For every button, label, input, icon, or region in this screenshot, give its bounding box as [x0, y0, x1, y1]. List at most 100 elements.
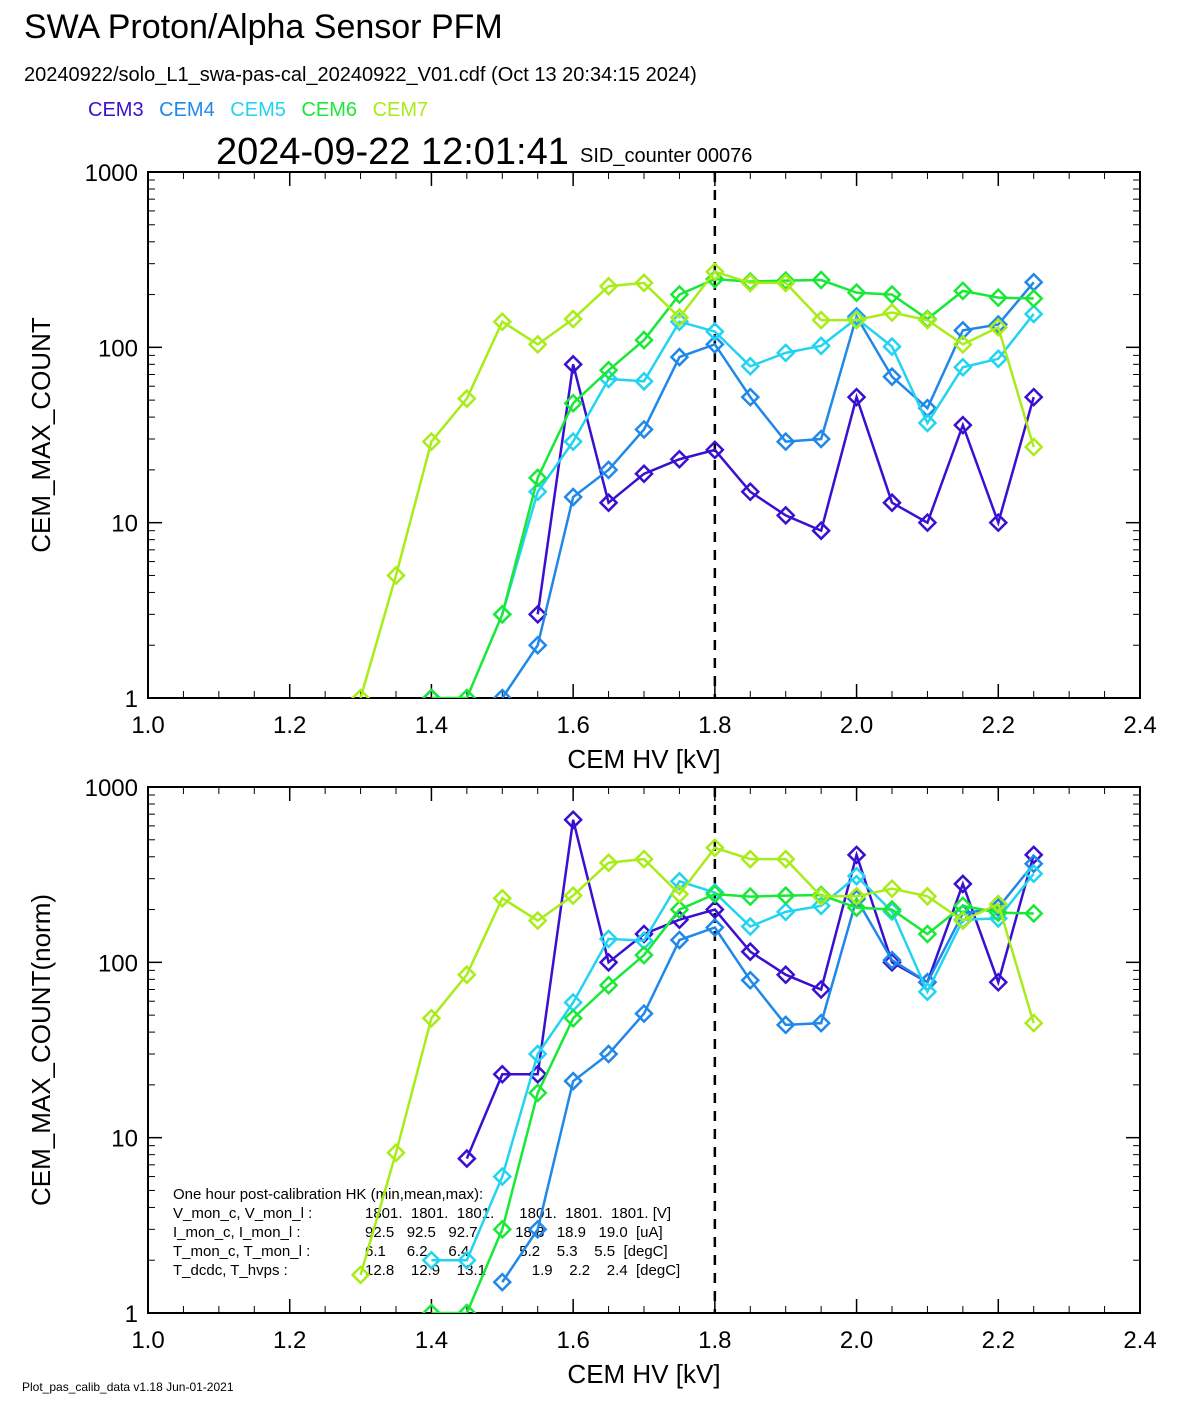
- data-point-cem4: [563, 487, 583, 507]
- data-point-cem7: [917, 886, 938, 907]
- data-point-cem5: [846, 866, 867, 886]
- x-tick-label: 1.2: [273, 712, 306, 739]
- data-point-cem5: [1023, 863, 1044, 884]
- data-point-cem5: [917, 413, 938, 433]
- x-tick-label: 2.4: [1123, 1327, 1156, 1354]
- data-point-cem4: [882, 366, 902, 387]
- y-tick-label: 1000: [85, 160, 138, 187]
- data-point-cem7: [740, 849, 761, 869]
- data-point-cem3: [740, 482, 761, 502]
- data-point-cem3: [598, 952, 619, 973]
- data-point-cem3: [988, 512, 1009, 533]
- data-point-cem3: [740, 941, 761, 962]
- data-point-cem4: [563, 1071, 583, 1091]
- data-point-cem3: [598, 492, 619, 513]
- data-point-cem7: [988, 317, 1009, 338]
- data-point-cem3: [705, 899, 725, 920]
- data-point-cem4: [669, 930, 690, 950]
- data-point-cem7: [775, 273, 796, 293]
- data-point-cem4: [527, 1219, 548, 1240]
- data-point-cem6: [775, 885, 796, 906]
- data-point-cem5: [775, 343, 796, 363]
- x-tick-label: 2.2: [982, 1327, 1015, 1354]
- data-point-cem7: [882, 302, 902, 323]
- data-point-cem6: [527, 1083, 548, 1103]
- x-tick-label: 1.4: [415, 712, 448, 739]
- data-point-cem6: [846, 897, 867, 918]
- data-point-cem4: [882, 950, 902, 970]
- x-tick-label: 1.0: [131, 712, 164, 739]
- data-point-cem7: [705, 261, 725, 282]
- data-point-cem5: [740, 916, 761, 937]
- data-point-cem7: [350, 688, 371, 698]
- data-point-cem3: [563, 354, 583, 375]
- x-tick-label: 1.2: [273, 1327, 306, 1354]
- data-point-cem7: [527, 910, 548, 931]
- legend-cem4: CEM4: [159, 99, 215, 121]
- x-tick-label: 2.0: [840, 1327, 873, 1354]
- series-line-cem5: [501, 313, 1035, 615]
- file-line: 20240922/solo_L1_swa-pas-cal_20240922_V0…: [24, 64, 697, 86]
- x-tick-label: 1.4: [415, 1327, 448, 1354]
- data-point-cem5: [917, 981, 938, 1002]
- data-point-cem6: [988, 287, 1009, 308]
- y-tick-label: 1: [125, 1301, 138, 1328]
- x-tick-label: 1.6: [556, 712, 589, 739]
- data-point-cem7: [669, 884, 690, 904]
- chart-panel-1: 1.0 1.2 1.4 1.6 1.8 2.0 2.2 2.4 1 10 100 1000 CEM HV…: [26, 160, 1157, 774]
- data-point-cem3: [811, 520, 831, 541]
- data-point-cem5: [598, 929, 619, 949]
- data-point-cem4: [669, 347, 690, 367]
- data-point-cem5: [988, 349, 1009, 369]
- legend-cem5: CEM5: [230, 99, 286, 121]
- data-point-cem7: [598, 852, 619, 873]
- data-point-cem3: [705, 440, 725, 460]
- y-tick-label: 1: [125, 686, 138, 713]
- data-point-cem3: [882, 952, 902, 973]
- data-point-cem4: [953, 320, 973, 341]
- x-tick-label: 1.8: [698, 712, 731, 739]
- y-tick-label: 10: [111, 511, 138, 538]
- sid-counter: SID_counter 00076: [580, 145, 753, 167]
- data-point-cem4: [705, 917, 725, 938]
- data-point-cem4: [492, 688, 513, 698]
- data-point-cem6: [917, 924, 938, 944]
- data-point-cem6: [598, 360, 619, 381]
- data-point-cem5: [775, 902, 796, 922]
- data-point-cem7: [350, 1265, 371, 1285]
- data-point-cem4: [634, 1003, 654, 1024]
- data-point-cem7: [1023, 1013, 1044, 1033]
- data-point-cem4: [1023, 853, 1044, 874]
- data-point-cem6: [1023, 288, 1044, 309]
- data-point-cem7: [386, 1143, 406, 1163]
- data-point-cem4: [598, 1044, 619, 1064]
- data-point-cem7: [846, 310, 867, 330]
- data-point-cem7: [705, 838, 725, 858]
- hk-row-label: T_dcdc, T_hvps :: [173, 1262, 288, 1279]
- y-axis-title: CEM_MAX_COUNT: [26, 317, 56, 553]
- data-point-cem4: [988, 314, 1009, 335]
- data-point-cem6: [457, 1303, 477, 1313]
- x-axis-title: CEM HV [kV]: [567, 1359, 720, 1389]
- data-point-cem4: [811, 429, 831, 449]
- series-line-cem4: [501, 862, 1035, 1283]
- hk-row-values: 1801. 1801. 1801. 1801. 1801. 1801. [V]: [365, 1205, 671, 1222]
- data-point-cem7: [492, 311, 513, 332]
- data-point-cem6: [846, 282, 867, 303]
- data-point-cem5: [457, 1250, 477, 1270]
- data-point-cem6: [421, 688, 442, 698]
- legend: CEM3 CEM4 CEM5 CEM6 CEM7: [88, 99, 438, 122]
- data-point-cem5: [634, 371, 654, 392]
- data-point-cem4: [775, 1015, 796, 1035]
- data-point-cem7: [634, 273, 654, 293]
- data-point-cem3: [563, 810, 583, 830]
- data-point-cem5: [705, 321, 725, 342]
- legend-cem7: CEM7: [372, 99, 429, 121]
- data-point-cem6: [953, 281, 973, 301]
- data-point-cem3: [775, 964, 796, 985]
- series-line-cem5: [431, 872, 1035, 1262]
- x-tick-label: 1.8: [698, 1327, 731, 1354]
- data-point-cem6: [988, 902, 1009, 923]
- data-point-cem5: [882, 336, 902, 357]
- data-point-cem6: [882, 284, 902, 305]
